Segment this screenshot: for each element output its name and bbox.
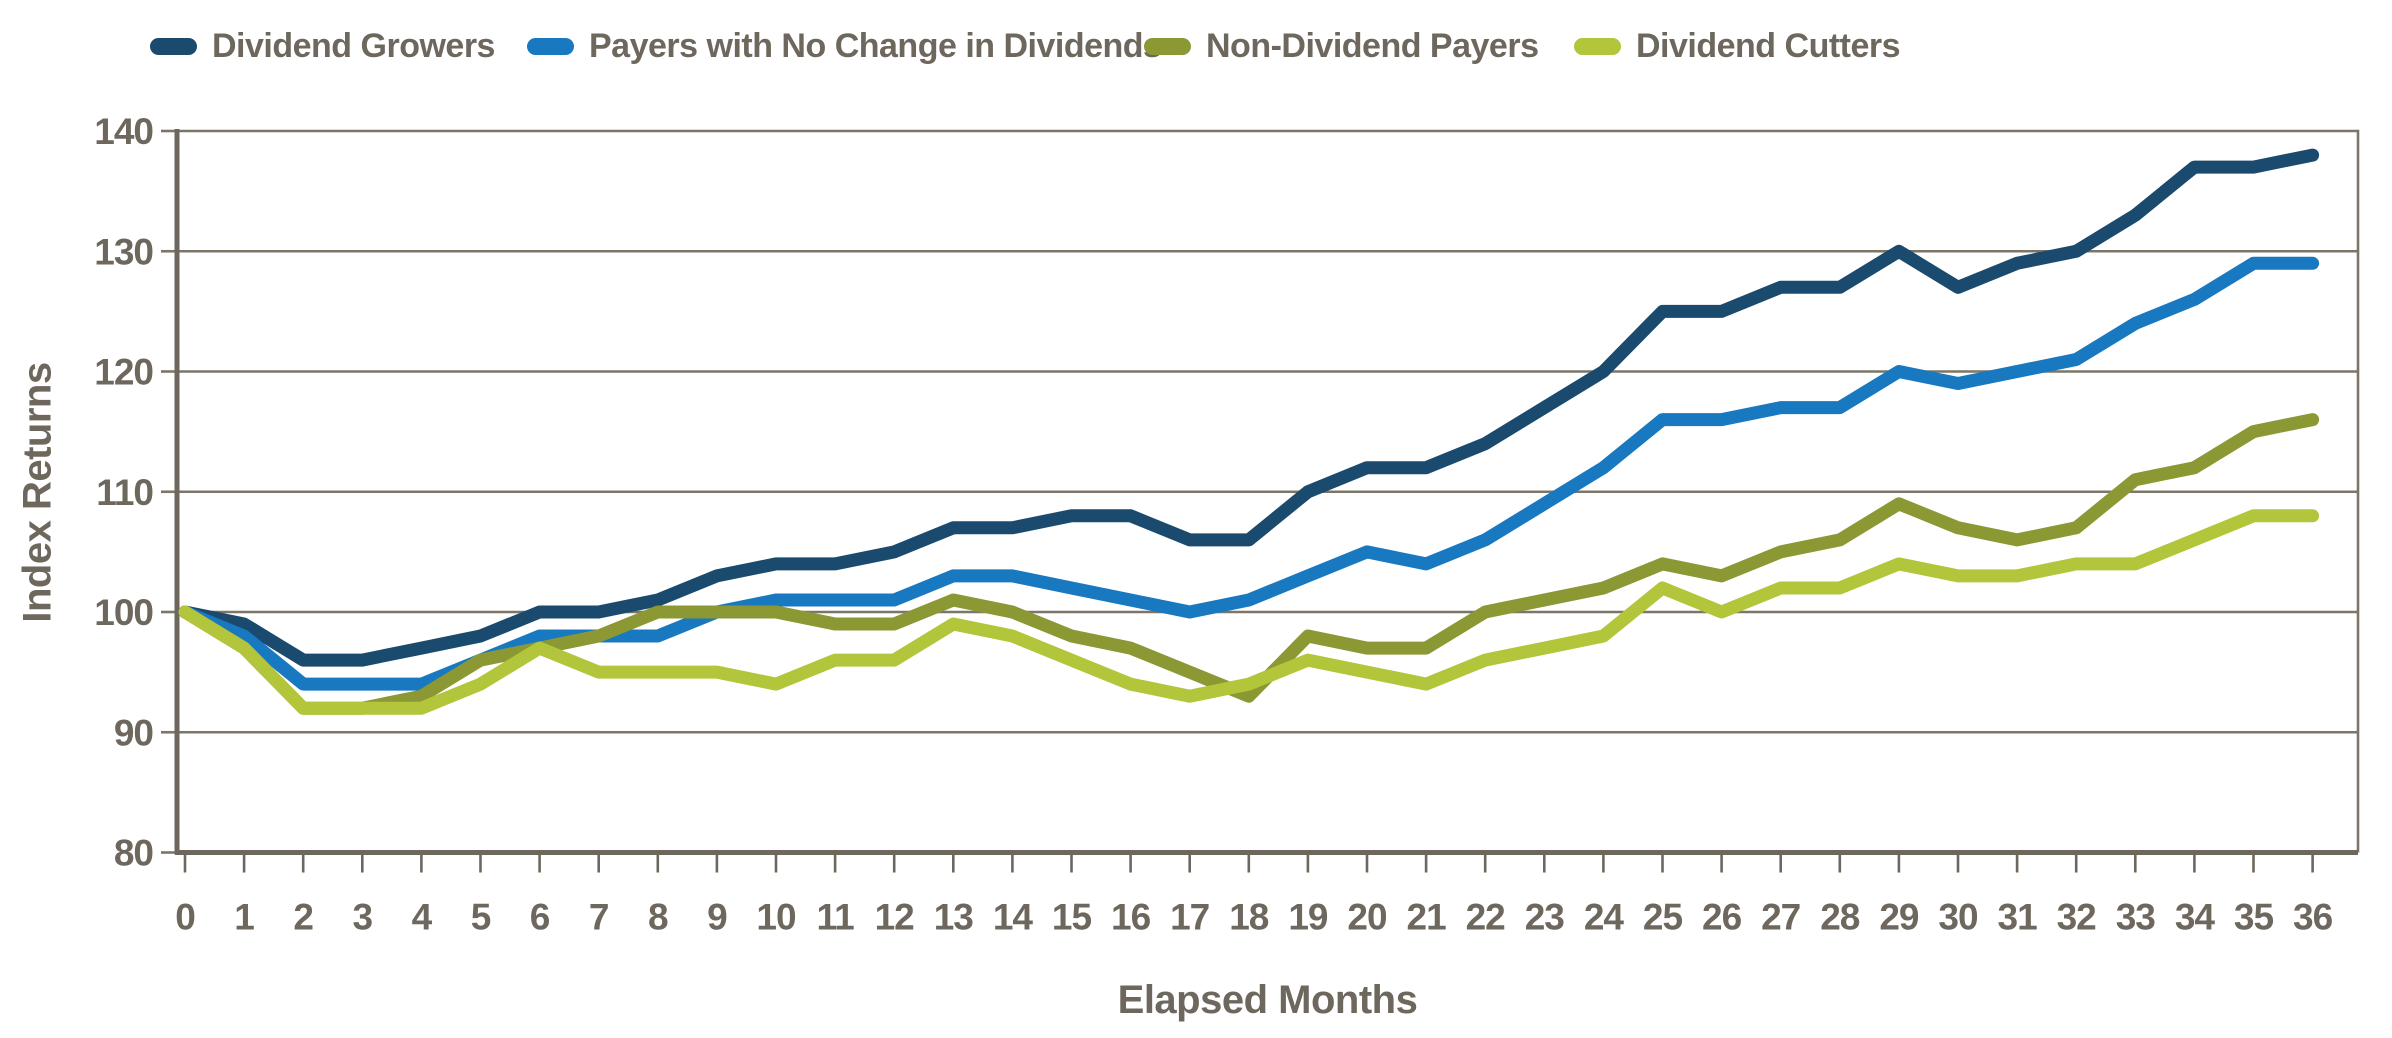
- x-tick-label-0: 0: [175, 897, 195, 938]
- x-axis-title: Elapsed Months: [1117, 978, 1418, 1022]
- x-tick-label-7: 7: [589, 897, 609, 938]
- x-tick-label-5: 5: [471, 897, 491, 938]
- x-tick-label-22: 22: [1466, 897, 1506, 938]
- x-tick-label-15: 15: [1052, 897, 1092, 938]
- x-tick-label-18: 18: [1229, 897, 1269, 938]
- x-tick-label-27: 27: [1761, 897, 1800, 938]
- x-tick-label-19: 19: [1288, 897, 1328, 938]
- x-tick-label-30: 30: [1938, 897, 1978, 938]
- legend-swatch-non-dividend-payers: [1144, 37, 1191, 55]
- x-tick-label-1: 1: [234, 897, 254, 938]
- x-tick-label-20: 20: [1347, 897, 1387, 938]
- series-line-payers-with-no-change-in-dividends: [178, 256, 2320, 691]
- legend-label-non-dividend-payers: Non-Dividend Payers: [1206, 26, 1539, 65]
- x-tick-label-26: 26: [1702, 897, 1742, 938]
- x-tick-label-24: 24: [1584, 897, 1625, 938]
- x-tick-label-32: 32: [2057, 897, 2097, 938]
- legend-swatch-payers-with-no-change-in-dividends: [527, 37, 574, 55]
- y-tick-label-110: 110: [96, 472, 153, 513]
- y-tick-label-120: 120: [94, 352, 153, 393]
- x-tick-label-9: 9: [707, 897, 727, 938]
- y-tick-label-100: 100: [94, 592, 153, 633]
- legend-label-dividend-cutters: Dividend Cutters: [1636, 26, 1901, 65]
- x-tick-label-34: 34: [2175, 897, 2216, 938]
- x-tick-label-3: 3: [353, 897, 373, 938]
- y-tick-label-140: 140: [94, 111, 153, 152]
- x-tick-label-36: 36: [2293, 897, 2333, 938]
- series-line-dividend-growers: [178, 148, 2320, 667]
- x-tick-label-12: 12: [875, 897, 915, 938]
- x-tick-label-35: 35: [2234, 897, 2274, 938]
- x-tick-label-29: 29: [1879, 897, 1919, 938]
- y-tick-label-130: 130: [94, 231, 153, 272]
- legend-item-dividend-cutters: Dividend Cutters: [1574, 20, 1901, 72]
- x-tick-label-6: 6: [530, 897, 550, 938]
- x-tick-label-23: 23: [1525, 897, 1565, 938]
- x-tick-label-8: 8: [648, 897, 668, 938]
- x-tick-label-17: 17: [1170, 897, 1209, 938]
- series-line-dividend-cutters: [178, 509, 2320, 715]
- x-tick-label-21: 21: [1407, 897, 1447, 938]
- y-tick-label-90: 90: [114, 712, 154, 753]
- x-tick-label-28: 28: [1820, 897, 1860, 938]
- legend-swatch-dividend-cutters: [1574, 37, 1621, 55]
- y-tick-label-80: 80: [114, 833, 154, 874]
- x-tick-label-11: 11: [817, 897, 855, 938]
- legend-label-dividend-growers: Dividend Growers: [212, 26, 495, 65]
- x-tick-label-25: 25: [1643, 897, 1683, 938]
- x-tick-label-31: 31: [1998, 897, 2038, 938]
- x-tick-label-14: 14: [993, 897, 1034, 938]
- x-tick-label-13: 13: [934, 897, 974, 938]
- legend-item-payers-with-no-change-in-dividends: Payers with No Change in Dividends: [527, 20, 1162, 72]
- x-tick-label-33: 33: [2116, 897, 2156, 938]
- x-tick-label-2: 2: [293, 897, 313, 938]
- legend-item-non-dividend-payers: Non-Dividend Payers: [1144, 20, 1539, 72]
- x-tick-label-4: 4: [412, 897, 433, 938]
- x-tick-label-16: 16: [1111, 897, 1151, 938]
- legend-swatch-dividend-growers: [150, 37, 197, 55]
- legend-label-payers-with-no-change-in-dividends: Payers with No Change in Dividends: [589, 26, 1162, 65]
- chart-legend: Dividend Growers Payers with No Change in…: [0, 20, 2392, 76]
- x-tick-label-10: 10: [756, 897, 796, 938]
- y-axis-title: Index Returns: [15, 362, 60, 623]
- legend-item-dividend-growers: Dividend Growers: [150, 20, 495, 72]
